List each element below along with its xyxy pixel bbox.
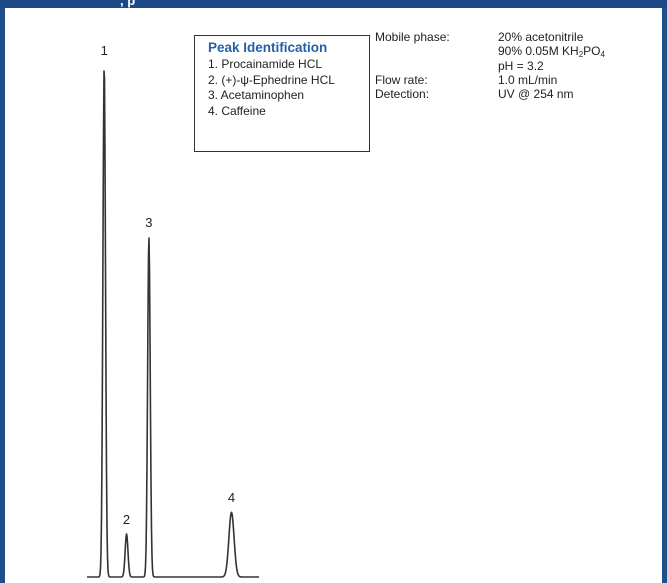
detection-value: UV @ 254 nm xyxy=(498,87,574,101)
mobile-phase-line-2: 90% 0.05M KH2PO4 xyxy=(498,44,605,59)
peak-label-2: 2 xyxy=(122,511,131,527)
detection-label: Detection: xyxy=(375,87,430,101)
flow-rate-value: 1.0 mL/min xyxy=(498,73,558,87)
peak-identification-legend: Peak Identification 1. Procainamide HCL … xyxy=(194,35,370,152)
mobile-phase-label: Mobile phase: xyxy=(375,30,450,44)
legend-item: 4. Caffeine xyxy=(208,103,266,118)
header-band: , p xyxy=(0,0,667,8)
chart-panel: 1 2 3 4 Peak Identification 1. Procainam… xyxy=(5,8,662,583)
chromatogram xyxy=(86,70,260,578)
legend-item: 2. (+)-ψ-Ephedrine HCL xyxy=(208,72,335,87)
peak-label-4: 4 xyxy=(227,490,236,506)
flow-rate-label: Flow rate: xyxy=(375,73,428,87)
legend-item: 3. Acetaminophen xyxy=(208,88,305,102)
legend-item: 1. Procainamide HCL xyxy=(208,57,323,71)
mobile-phase-line-3: pH = 3.2 xyxy=(498,59,544,73)
mobile-phase-line-1: 20% acetonitrile xyxy=(498,30,584,44)
peak-label-1: 1 xyxy=(100,42,108,58)
header-title-fragment: , p xyxy=(120,0,136,8)
legend-title: Peak Identification xyxy=(208,40,328,55)
chromatogram-trace xyxy=(86,70,260,578)
peak-label-3: 3 xyxy=(145,215,153,231)
